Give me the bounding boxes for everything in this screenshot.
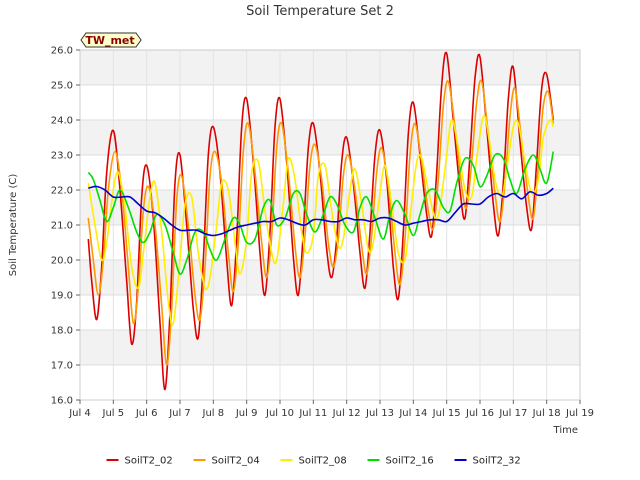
y-tick-label: 23.0 [51, 151, 73, 162]
y-tick-label: 20.0 [51, 256, 73, 267]
y-axis-ticks: 16.0 17.0 18.0 19.0 20.0 21.0 22.0 23.0 24.0 25.0… [51, 46, 80, 407]
legend-label: SoilT2_08 [299, 456, 347, 467]
legend-item: SoilT2_32 [454, 456, 521, 467]
y-tick-label: 18.0 [51, 326, 73, 337]
legend-label: SoilT2_02 [125, 456, 173, 467]
series-layer [87, 51, 555, 391]
plot-band [80, 50, 580, 85]
series-line-soilt2-32 [88, 185, 554, 237]
y-tick-label: 26.0 [51, 46, 73, 57]
y-tick-label: 22.0 [51, 186, 73, 197]
legend-item: SoilT2_02 [106, 456, 173, 467]
series-line-soilt2-08 [87, 114, 555, 326]
legend-label: SoilT2_16 [386, 456, 434, 467]
plot-band [80, 120, 580, 155]
x-tick-label: Jul 13 [365, 408, 394, 419]
x-tick-label: Jul 4 [68, 408, 91, 419]
x-tick-label: Jul 18 [532, 408, 561, 419]
x-tick-label: Jul 11 [298, 408, 327, 419]
y-axis-label: Soil Temperature (C) [8, 174, 19, 277]
x-tick-label: Jul 8 [202, 408, 225, 419]
tw-met-badge-label: TW_met [85, 34, 134, 47]
x-axis-label: Time [553, 425, 578, 436]
legend-item: SoilT2_04 [193, 456, 260, 467]
x-tick-label: Jul 6 [135, 408, 158, 419]
x-tick-label: Jul 9 [235, 408, 258, 419]
plot-band [80, 260, 580, 295]
chart-title: Soil Temperature Set 2 [246, 4, 394, 19]
legend-item: SoilT2_08 [280, 456, 347, 467]
y-tick-label: 24.0 [51, 116, 73, 127]
legend-label: SoilT2_04 [212, 456, 260, 467]
x-tick-label: Jul 10 [265, 408, 294, 419]
y-tick-label: 17.0 [51, 361, 73, 372]
x-tick-label: Jul 15 [432, 408, 461, 419]
tw-met-badge: TW_met [80, 32, 142, 48]
x-tick-label: Jul 19 [565, 408, 594, 419]
plot-bands [80, 50, 580, 365]
y-tick-label: 19.0 [51, 291, 73, 302]
y-tick-label: 25.0 [51, 81, 73, 92]
legend-label: SoilT2_32 [473, 456, 521, 467]
legend-item: SoilT2_16 [367, 456, 434, 467]
x-tick-label: Jul 16 [465, 408, 494, 419]
x-tick-label: Jul 14 [398, 408, 427, 419]
plot-band [80, 330, 580, 365]
x-tick-label: Jul 17 [498, 408, 527, 419]
series-line-soilt2-04 [87, 79, 555, 366]
legend: SoilT2_02 SoilT2_04 SoilT2_08 SoilT2_16 Soil… [106, 456, 521, 467]
y-tick-label: 16.0 [51, 396, 73, 407]
x-tick-label: Jul 5 [102, 408, 125, 419]
x-tick-label: Jul 7 [168, 408, 191, 419]
x-tick-label: Jul 12 [332, 408, 361, 419]
x-axis-ticks: Jul 4 Jul 5 Jul 6 Jul 7 Jul 8 Jul 9 Jul 10 Jul … [68, 400, 594, 419]
y-tick-label: 21.0 [51, 221, 73, 232]
series-line-soilt2-02 [87, 51, 555, 391]
